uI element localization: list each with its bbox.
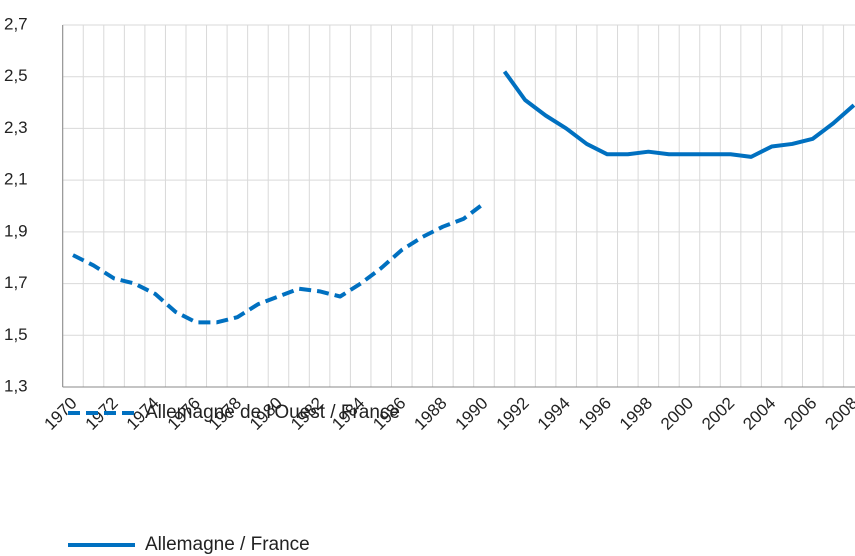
x-tick-label: 2002 [698, 394, 738, 434]
x-tick-label: 2000 [657, 394, 697, 434]
y-tick-label: 2,5 [4, 66, 28, 85]
y-tick-label: 1,9 [4, 221, 28, 240]
y-tick-label: 1,3 [4, 376, 28, 395]
x-tick-label: 2008 [821, 394, 855, 434]
x-tick-label: 2004 [739, 394, 779, 434]
y-tick-label: 1,7 [4, 273, 28, 292]
legend-label: Allemagne / France [145, 534, 310, 555]
legend-label: Allemagne de l'Ouest / France [145, 402, 400, 423]
x-tick-label: 1996 [575, 394, 615, 434]
x-tick-label: 1988 [410, 394, 450, 434]
series-line [502, 70, 855, 159]
y-tick-label: 2,7 [4, 14, 28, 33]
y-tick-label: 1,5 [4, 325, 28, 344]
y-tick-label: 2,1 [4, 170, 28, 189]
x-tick-label: 1992 [493, 394, 533, 434]
x-tick-label: 1994 [534, 394, 574, 434]
x-tick-label: 2006 [780, 394, 820, 434]
y-tick-label: 2,3 [4, 118, 28, 137]
series-line [72, 201, 486, 325]
x-tick-label: 1998 [616, 394, 656, 434]
x-tick-label: 1990 [452, 394, 492, 434]
